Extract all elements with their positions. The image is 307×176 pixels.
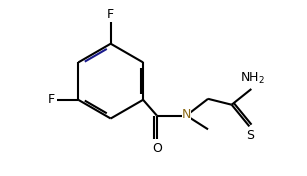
Text: O: O <box>152 142 162 155</box>
Text: NH$_2$: NH$_2$ <box>240 71 265 86</box>
Text: N: N <box>182 108 191 121</box>
Text: F: F <box>107 8 114 21</box>
Text: S: S <box>246 129 255 142</box>
Text: F: F <box>48 93 55 106</box>
